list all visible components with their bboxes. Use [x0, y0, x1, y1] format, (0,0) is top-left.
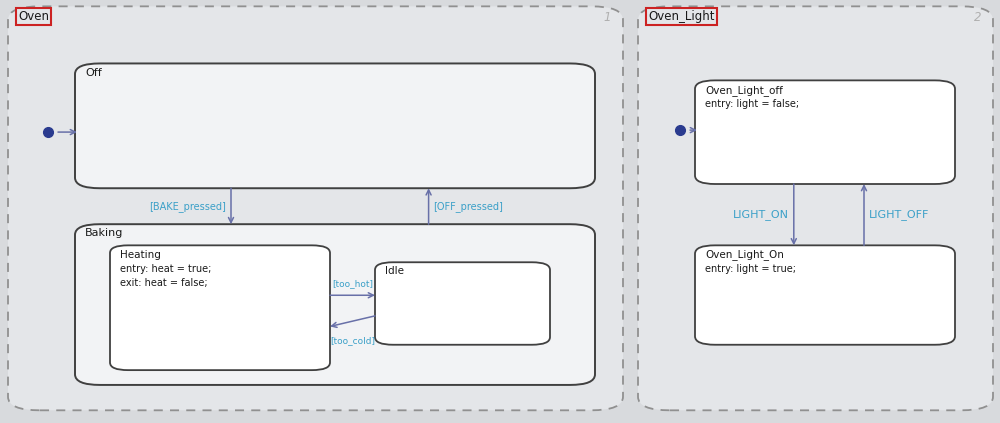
FancyBboxPatch shape [695, 80, 955, 184]
Text: LIGHT_OFF: LIGHT_OFF [869, 209, 929, 220]
Text: Oven_Light: Oven_Light [648, 10, 714, 23]
Text: 2: 2 [974, 11, 981, 25]
FancyBboxPatch shape [75, 63, 595, 188]
Text: entry: heat = true;
exit: heat = false;: entry: heat = true; exit: heat = false; [120, 264, 211, 288]
Text: 1: 1 [604, 11, 611, 25]
Text: [too_hot]: [too_hot] [332, 279, 373, 288]
Text: Idle: Idle [385, 266, 404, 277]
Text: Oven_Light_off: Oven_Light_off [705, 85, 783, 96]
FancyBboxPatch shape [75, 224, 595, 385]
Text: Oven_Light_On: Oven_Light_On [705, 250, 784, 261]
Text: Oven: Oven [18, 10, 49, 23]
Text: Off: Off [85, 68, 102, 78]
Text: [BAKE_pressed]: [BAKE_pressed] [149, 201, 226, 212]
Text: LIGHT_ON: LIGHT_ON [733, 209, 789, 220]
Text: [OFF_pressed]: [OFF_pressed] [434, 201, 503, 212]
Text: entry: light = false;: entry: light = false; [705, 99, 799, 110]
Text: Heating: Heating [120, 250, 161, 260]
FancyBboxPatch shape [638, 6, 993, 410]
FancyBboxPatch shape [110, 245, 330, 370]
FancyBboxPatch shape [375, 262, 550, 345]
FancyBboxPatch shape [8, 6, 623, 410]
Text: entry: light = true;: entry: light = true; [705, 264, 796, 275]
Text: [too_cold]: [too_cold] [330, 336, 375, 345]
FancyBboxPatch shape [695, 245, 955, 345]
Text: Baking: Baking [85, 228, 123, 239]
